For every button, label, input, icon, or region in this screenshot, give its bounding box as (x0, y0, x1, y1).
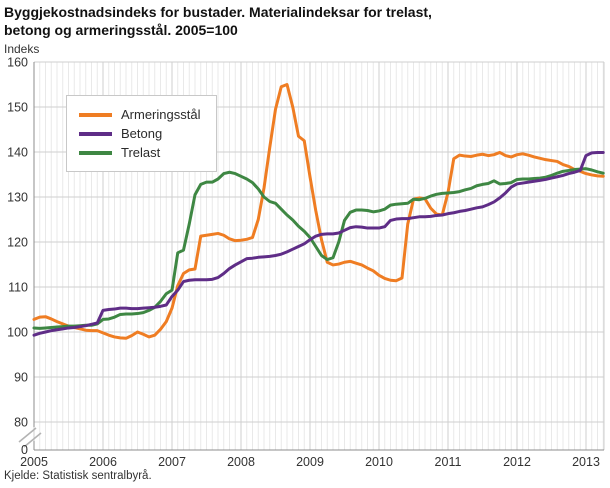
axis-break-mark (23, 432, 42, 448)
legend-label-armeringsstal: Armeringsstål (121, 107, 201, 122)
legend-label-betong: Betong (121, 126, 163, 141)
legend-swatch-betong (79, 131, 112, 136)
x-tick-label: 2009 (296, 455, 324, 469)
axis-break-mark (18, 427, 37, 443)
x-tick-label: 2005 (20, 455, 48, 469)
legend-box: Armeringsstål Betong Trelast (66, 95, 218, 172)
x-tick-label: 2007 (158, 455, 186, 469)
y-tick-label: 160 (7, 56, 28, 70)
x-tick-label: 2010 (365, 455, 393, 469)
x-tick-label: 2013 (572, 455, 600, 469)
y-axis-unit-label: Indeks (4, 42, 40, 56)
chart-title-line1: Byggjekostnadsindeks for bustader. Mater… (4, 4, 432, 20)
y-tick-label: 100 (7, 326, 28, 340)
x-tick-label: 2008 (227, 455, 255, 469)
chart-title: Byggjekostnadsindeks for bustader. Mater… (4, 3, 600, 39)
y-tick-label: 140 (7, 146, 28, 160)
x-tick-label: 2012 (503, 455, 531, 469)
x-tick-label: 2011 (435, 455, 462, 469)
y-zero-label: 0 (21, 443, 28, 457)
y-tick-label: 150 (7, 101, 28, 115)
y-tick-label: 90 (14, 371, 28, 385)
legend-swatch-armeringsstal (79, 112, 112, 117)
legend-item-betong: Betong (79, 124, 200, 143)
legend-label-trelast: Trelast (121, 145, 161, 160)
y-tick-label: 110 (8, 281, 28, 295)
legend-item-trelast: Trelast (79, 143, 200, 162)
y-tick-label: 80 (14, 416, 28, 430)
y-tick-label: 130 (7, 191, 28, 205)
chart-title-line2: betong og armeringsstål. 2005=100 (4, 22, 238, 38)
series-line-armeringsstl (32, 83, 605, 340)
source-text: Kjelde: Statistisk sentralbyrå. (4, 470, 152, 482)
x-tick-label: 2006 (89, 455, 117, 469)
legend-swatch-trelast (79, 150, 112, 155)
y-tick-label: 120 (7, 236, 28, 250)
series-line-betong (32, 150, 605, 337)
series-line-trelast (32, 167, 605, 330)
legend-item-armeringsstal: Armeringsstål (79, 105, 200, 124)
